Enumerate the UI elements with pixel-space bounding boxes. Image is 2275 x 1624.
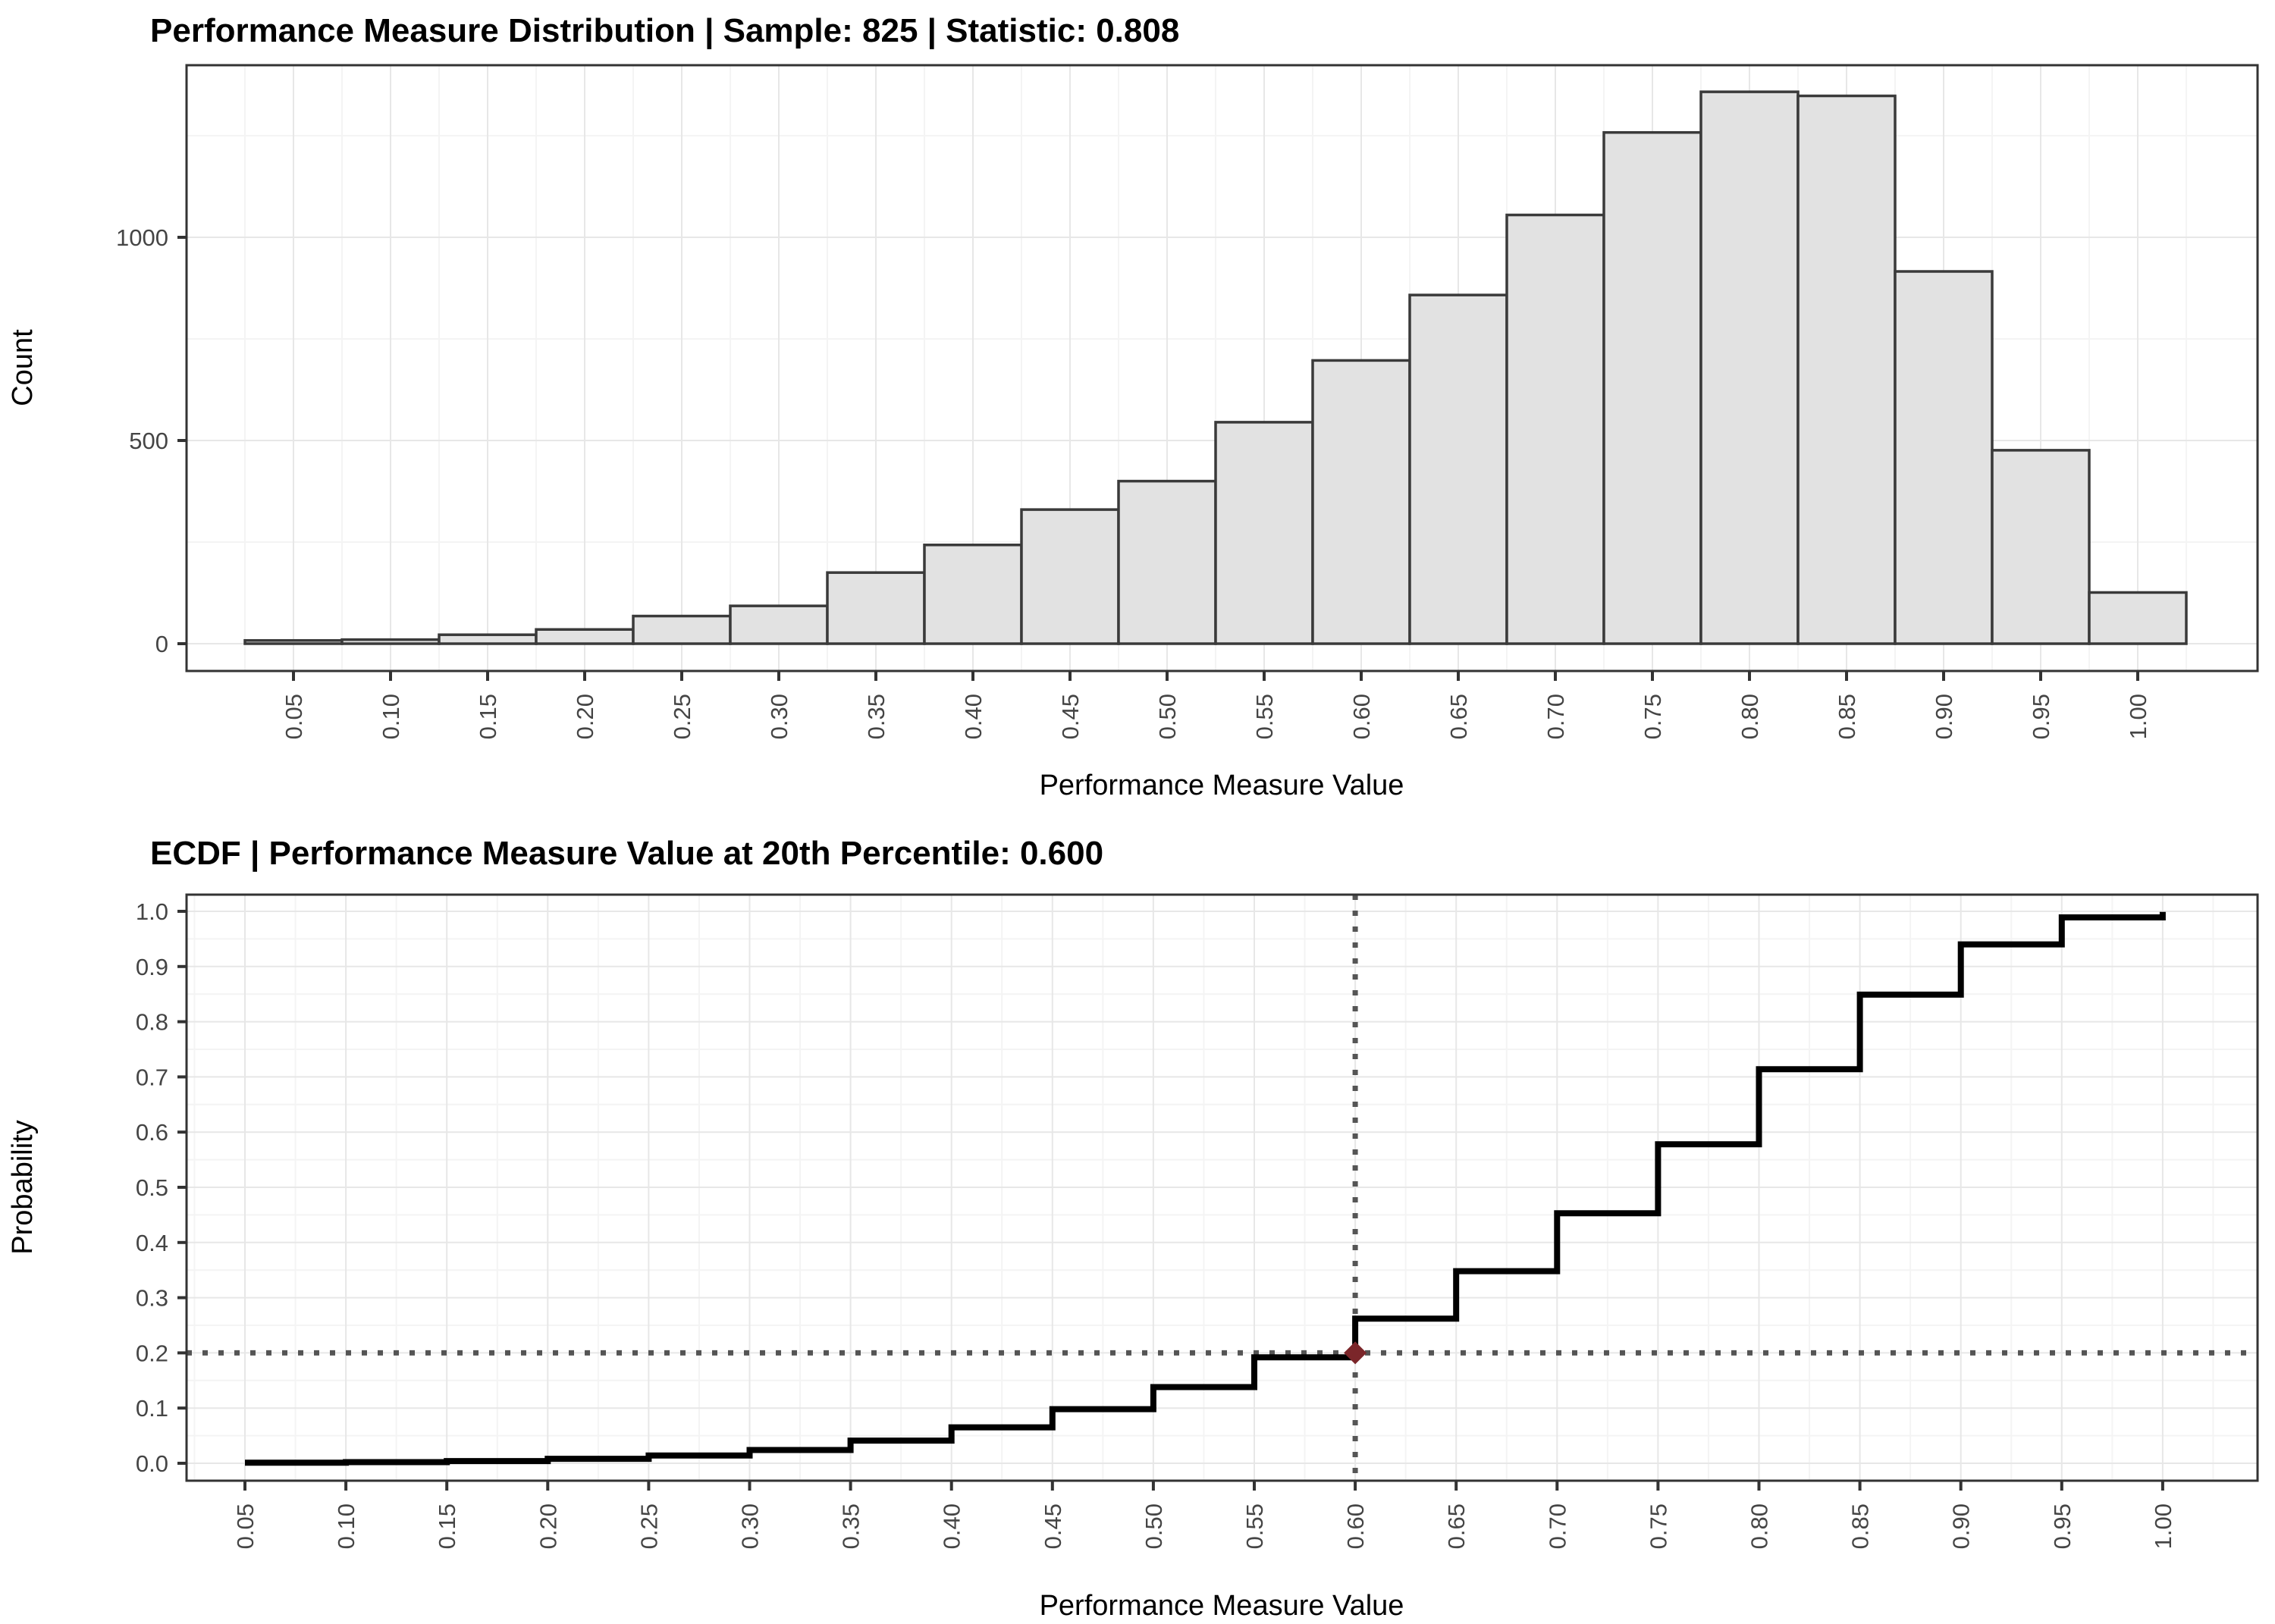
- histogram-tick-labels: 0.05 0.10 0.15 0.20 0.25 0.30 0.35 0.40 0.45 0.50…: [116, 224, 2151, 739]
- ecdf-grid-minor: [187, 895, 2258, 1481]
- ecdf-x-tick-label: 0.65: [1443, 1503, 1470, 1549]
- ecdf-x-tick-label: 0.40: [939, 1503, 965, 1549]
- ecdf-panel: 0.05 0.10 0.15 0.20 0.25 0.30 0.35 0.40 0.45 0.50…: [7, 835, 2259, 1622]
- ecdf-y-axis-title: Probability: [7, 1120, 39, 1254]
- histogram-x-tick-label: 0.50: [1154, 694, 1181, 739]
- histogram-x-tick-label: 0.95: [2028, 694, 2054, 739]
- histogram-x-tick-label: 0.70: [1542, 694, 1569, 739]
- ecdf-y-tick-label: 0.8: [136, 1009, 168, 1036]
- histogram-bar: [923, 544, 1023, 645]
- ecdf-tick-marks: [177, 910, 2164, 1491]
- ecdf-y-tick-label: 0.0: [136, 1450, 168, 1477]
- ecdf-tick-labels: 0.05 0.10 0.15 0.20 0.25 0.30 0.35 0.40 0.45 0.50…: [136, 898, 2176, 1549]
- ecdf-y-tick-label: 0.4: [136, 1230, 168, 1256]
- ecdf-x-tick-label: 0.05: [232, 1503, 259, 1549]
- histogram-bar: [1311, 359, 1411, 645]
- histogram-bar: [632, 614, 732, 645]
- ecdf-plot: 0.05 0.10 0.15 0.20 0.25 0.30 0.35 0.40 0.45 0.50…: [136, 893, 2259, 1549]
- ecdf-reference-lines: [187, 895, 2258, 1481]
- histogram-bar: [1117, 479, 1217, 645]
- histogram-bar: [1894, 270, 1994, 645]
- histogram-x-tick-label: 0.20: [572, 694, 598, 739]
- histogram-x-tick-label: 0.65: [1445, 694, 1472, 739]
- histogram-x-tick-label: 0.40: [960, 694, 987, 739]
- ecdf-title: ECDF | Performance Measure Value at 20th…: [150, 835, 1103, 873]
- histogram-tick-marks: [177, 236, 2139, 681]
- ecdf-y-tick-label: 0.2: [136, 1340, 168, 1366]
- histogram-x-tick-label: 0.55: [1251, 694, 1278, 739]
- ecdf-x-tick-label: 0.95: [2049, 1503, 2076, 1549]
- ecdf-x-tick-label: 0.25: [635, 1503, 662, 1549]
- histogram-x-tick-label: 1.00: [2125, 694, 2151, 739]
- histogram-panel: 0.05 0.10 0.15 0.20 0.25 0.30 0.35 0.40 0.45 0.50…: [7, 12, 2259, 801]
- histogram-x-tick-label: 0.15: [475, 694, 501, 739]
- histogram-x-tick-label: 0.10: [378, 694, 404, 739]
- histogram-x-tick-label: 0.05: [281, 694, 307, 739]
- ecdf-x-tick-label: 0.55: [1241, 1503, 1268, 1549]
- ecdf-x-tick-label: 0.85: [1847, 1503, 1874, 1549]
- ecdf-x-tick-label: 0.10: [333, 1503, 359, 1549]
- ecdf-x-tick-label: 0.75: [1645, 1503, 1671, 1549]
- histogram-x-tick-label: 0.35: [863, 694, 890, 739]
- ecdf-x-tick-label: 1.00: [2150, 1503, 2176, 1549]
- histogram-bar: [2088, 591, 2188, 645]
- histogram-x-axis-title: Performance Measure Value: [1040, 770, 1404, 801]
- ecdf-x-tick-label: 0.15: [434, 1503, 460, 1549]
- histogram-bar: [1214, 421, 1314, 645]
- histogram-x-tick-label: 0.90: [1931, 694, 1957, 739]
- histogram-y-tick-label: 500: [129, 428, 168, 454]
- histogram-border: [185, 64, 2259, 672]
- histogram-bar: [340, 638, 441, 645]
- ecdf-x-tick-label: 0.50: [1141, 1503, 1167, 1549]
- histogram-x-tick-label: 0.25: [669, 694, 695, 739]
- ecdf-x-tick-label: 0.30: [737, 1503, 764, 1549]
- histogram-bar: [729, 604, 829, 645]
- histogram-bar: [1408, 293, 1508, 645]
- ecdf-y-tick-label: 0.1: [136, 1395, 168, 1422]
- histogram-bars: [243, 90, 2188, 645]
- histogram-y-tick-label: 1000: [116, 224, 168, 251]
- ecdf-step-line: [245, 911, 2166, 1466]
- ecdf-x-tick-label: 0.90: [1948, 1503, 1975, 1549]
- ecdf-y-tick-label: 0.7: [136, 1064, 168, 1090]
- histogram-y-tick-label: 0: [155, 631, 168, 657]
- histogram-bar: [1699, 90, 1800, 645]
- histogram-x-tick-label: 0.85: [1834, 694, 1860, 739]
- percentile-point-marker: [1344, 1341, 1367, 1365]
- histogram-x-tick-label: 0.75: [1640, 694, 1666, 739]
- ecdf-y-tick-label: 1.0: [136, 898, 168, 925]
- histogram-bar: [826, 571, 926, 645]
- histogram-x-tick-label: 0.30: [766, 694, 792, 739]
- histogram-bar: [535, 628, 635, 645]
- histogram-bar: [1991, 449, 2091, 645]
- histogram-title: Performance Measure Distribution | Sampl…: [150, 12, 1179, 50]
- ecdf-y-tick-label: 0.5: [136, 1174, 168, 1201]
- ecdf-y-tick-label: 0.6: [136, 1119, 168, 1146]
- ecdf-x-tick-label: 0.60: [1342, 1503, 1369, 1549]
- ecdf-x-tick-label: 0.45: [1040, 1503, 1066, 1549]
- histogram-bar: [1505, 213, 1605, 645]
- histogram-plot: 0.05 0.10 0.15 0.20 0.25 0.30 0.35 0.40 0.45 0.50…: [116, 64, 2259, 739]
- histogram-bar: [438, 633, 538, 645]
- histogram-y-axis-title: Count: [7, 329, 39, 406]
- histogram-bar: [1020, 508, 1120, 645]
- ecdf-x-tick-label: 0.70: [1544, 1503, 1571, 1549]
- ecdf-x-tick-label: 0.35: [838, 1503, 864, 1549]
- histogram-x-tick-label: 0.80: [1737, 694, 1763, 739]
- ecdf-x-tick-label: 0.20: [535, 1503, 561, 1549]
- ecdf-y-tick-label: 0.9: [136, 954, 168, 980]
- histogram-x-tick-label: 0.45: [1057, 694, 1084, 739]
- ecdf-x-axis-title: Performance Measure Value: [1040, 1590, 1404, 1622]
- histogram-bar: [1602, 130, 1702, 645]
- histogram-x-tick-label: 0.60: [1348, 694, 1375, 739]
- histogram-bar: [243, 638, 344, 645]
- ecdf-x-tick-label: 0.80: [1746, 1503, 1773, 1549]
- histogram-bar: [1796, 94, 1897, 645]
- ecdf-y-tick-label: 0.3: [136, 1285, 168, 1312]
